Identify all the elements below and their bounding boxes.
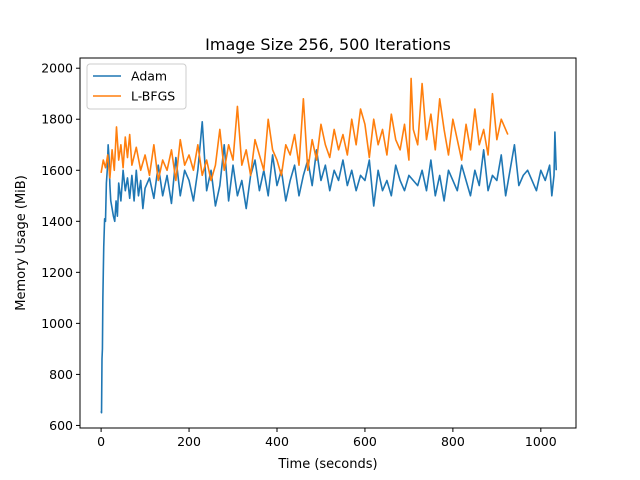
x-axis-label: Time (seconds) [277, 457, 377, 472]
series-line-adam [100, 120, 558, 414]
x-tick-label: 400 [265, 434, 289, 449]
x-tick-label: 600 [353, 434, 377, 449]
y-tick-label: 1000 [41, 316, 73, 331]
chart-title: Image Size 256, 500 Iterations [205, 35, 451, 54]
x-axis-ticks: 0 200 400 600 800 1000 [97, 428, 557, 449]
y-tick-label: 1600 [41, 163, 73, 178]
legend-label-lbfgs: L-BFGS [131, 89, 175, 104]
y-tick-label: 1800 [41, 112, 73, 127]
x-tick-label: 800 [441, 434, 465, 449]
y-tick-label: 1200 [41, 265, 73, 280]
series-line-l-bfgs [100, 77, 509, 182]
y-tick-label: 600 [49, 418, 73, 433]
legend: Adam L-BFGS [86, 63, 187, 110]
series-layer [100, 77, 558, 414]
x-tick-label: 0 [97, 434, 105, 449]
y-axis-label: Memory Usage (MiB) [14, 175, 29, 311]
x-tick-label: 200 [177, 434, 201, 449]
legend-label-adam: Adam [131, 69, 167, 84]
x-tick-label: 1000 [525, 434, 557, 449]
y-tick-label: 1400 [41, 214, 73, 229]
plot-area [80, 58, 576, 428]
y-tick-label: 800 [49, 367, 73, 382]
y-tick-label: 2000 [41, 61, 73, 76]
y-axis-ticks: 600 800 1000 1200 1400 1600 1800 2000 [41, 61, 80, 433]
axes-frame [79, 57, 577, 429]
